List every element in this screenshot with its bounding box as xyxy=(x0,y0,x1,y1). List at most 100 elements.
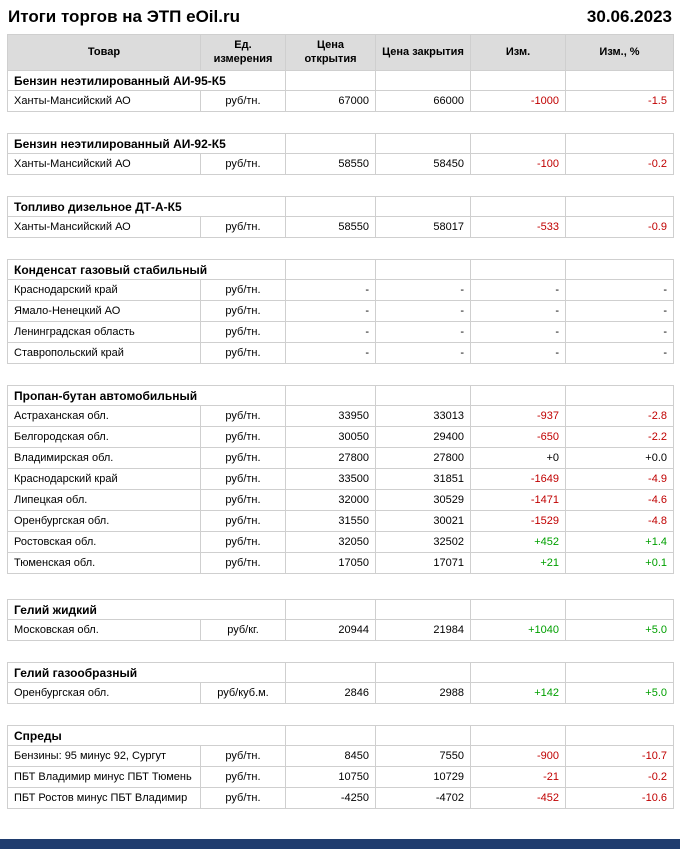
unit-cell: руб/тн. xyxy=(200,426,286,448)
empty-cell xyxy=(285,599,376,620)
spacer-row xyxy=(7,111,674,134)
open-price-cell: 58550 xyxy=(285,153,376,175)
table-header-row: Товар Ед. измерения Цена открытия Цена закр… xyxy=(7,34,674,71)
empty-cell xyxy=(375,725,471,746)
table-row: Астраханская обл. руб/тн. 33950 33013 -937 -2… xyxy=(7,405,674,427)
unit-cell: руб/тн. xyxy=(200,531,286,553)
unit-cell: руб/тн. xyxy=(200,468,286,490)
change-cell: -533 xyxy=(470,216,566,238)
close-price-cell: 30021 xyxy=(375,510,471,532)
change-pct-cell: -0.2 xyxy=(565,153,674,175)
open-price-cell: 30050 xyxy=(285,426,376,448)
change-pct-cell: - xyxy=(565,279,674,301)
product-cell: Ханты-Мансийский АО xyxy=(7,216,201,238)
unit-cell: руб/куб.м. xyxy=(200,682,286,704)
table-row: Владимирская обл. руб/тн. 27800 27800 +0 +0.0 xyxy=(7,447,674,469)
unit-cell: руб/тн. xyxy=(200,489,286,511)
change-cell: -1649 xyxy=(470,468,566,490)
unit-cell: руб/тн. xyxy=(200,279,286,301)
change-pct-cell: -0.9 xyxy=(565,216,674,238)
close-price-cell: - xyxy=(375,321,471,343)
change-cell: +21 xyxy=(470,552,566,574)
change-cell: -1471 xyxy=(470,489,566,511)
close-price-cell: 33013 xyxy=(375,405,471,427)
column-header: Изм. xyxy=(470,34,566,71)
change-pct-cell: +0.0 xyxy=(565,447,674,469)
product-cell: Московская обл. xyxy=(7,619,201,641)
change-pct-cell: -10.6 xyxy=(565,787,674,809)
unit-cell: руб/тн. xyxy=(200,90,286,112)
empty-cell xyxy=(285,725,376,746)
change-cell: -100 xyxy=(470,153,566,175)
empty-cell xyxy=(470,196,566,217)
column-header: Цена открытия xyxy=(285,34,376,71)
unit-cell: руб/тн. xyxy=(200,447,286,469)
table-row: Бензины: 95 минус 92, Сургут руб/тн. 8450 7… xyxy=(7,745,674,767)
column-header: Ед. измерения xyxy=(200,34,286,71)
open-price-cell: 67000 xyxy=(285,90,376,112)
empty-cell xyxy=(470,662,566,683)
table-row: Краснодарский край руб/тн. - - - - xyxy=(7,279,674,301)
change-cell: +1040 xyxy=(470,619,566,641)
close-price-cell: 29400 xyxy=(375,426,471,448)
change-pct-cell: +0.1 xyxy=(565,552,674,574)
change-pct-cell: -4.6 xyxy=(565,489,674,511)
unit-cell: руб/тн. xyxy=(200,300,286,322)
section-row: Топливо дизельное ДТ-А-К5 xyxy=(7,196,674,217)
empty-cell xyxy=(375,196,471,217)
section-label: Гелий жидкий xyxy=(7,599,286,620)
empty-cell xyxy=(375,70,471,91)
close-price-cell: 17071 xyxy=(375,552,471,574)
product-cell: Краснодарский край xyxy=(7,468,201,490)
change-pct-cell: +5.0 xyxy=(565,682,674,704)
close-price-cell: 58450 xyxy=(375,153,471,175)
table-row: Ханты-Мансийский АО руб/тн. 58550 58450 -100… xyxy=(7,153,674,175)
empty-cell xyxy=(375,259,471,280)
unit-cell: руб/кг. xyxy=(200,619,286,641)
product-cell: Краснодарский край xyxy=(7,279,201,301)
open-price-cell: 32000 xyxy=(285,489,376,511)
open-price-cell: 27800 xyxy=(285,447,376,469)
empty-cell xyxy=(565,385,674,406)
spacer-cell xyxy=(7,111,674,134)
empty-cell xyxy=(565,725,674,746)
spacer-cell xyxy=(7,237,674,260)
unit-cell: руб/тн. xyxy=(200,153,286,175)
table-row: Московская обл. руб/кг. 20944 21984 +1040 +5.… xyxy=(7,619,674,641)
empty-cell xyxy=(285,70,376,91)
change-cell: - xyxy=(470,300,566,322)
change-cell: - xyxy=(470,279,566,301)
close-price-cell: 58017 xyxy=(375,216,471,238)
section-label: Гелий газообразный xyxy=(7,662,286,683)
open-price-cell: 58550 xyxy=(285,216,376,238)
open-price-cell: - xyxy=(285,279,376,301)
section-label: Спреды xyxy=(7,725,286,746)
empty-cell xyxy=(470,259,566,280)
close-price-cell: 32502 xyxy=(375,531,471,553)
empty-cell xyxy=(375,662,471,683)
product-cell: Ямало-Ненецкий АО xyxy=(7,300,201,322)
table-row: Тюменская обл. руб/тн. 17050 17071 +21 +0.1 xyxy=(7,552,674,574)
page-title: Итоги торгов на ЭТП eOil.ru xyxy=(8,7,240,26)
column-header: Цена закрытия xyxy=(375,34,471,71)
product-cell: Бензины: 95 минус 92, Сургут xyxy=(7,745,201,767)
section-row: Гелий газообразный xyxy=(7,662,674,683)
empty-cell xyxy=(285,259,376,280)
change-cell: -21 xyxy=(470,766,566,788)
table-row: Ставропольский край руб/тн. - - - - xyxy=(7,342,674,364)
spacer-row xyxy=(7,174,674,197)
table-row: Белгородская обл. руб/тн. 30050 29400 -650 -2… xyxy=(7,426,674,448)
product-cell: Ставропольский край xyxy=(7,342,201,364)
change-pct-cell: -10.7 xyxy=(565,745,674,767)
change-cell: +0 xyxy=(470,447,566,469)
product-cell: Тюменская обл. xyxy=(7,552,201,574)
column-header: Товар xyxy=(7,34,201,71)
empty-cell xyxy=(565,133,674,154)
open-price-cell: 17050 xyxy=(285,552,376,574)
column-header: Изм., % xyxy=(565,34,674,71)
open-price-cell: -4250 xyxy=(285,787,376,809)
empty-cell xyxy=(565,662,674,683)
close-price-cell: - xyxy=(375,279,471,301)
open-price-cell: 10750 xyxy=(285,766,376,788)
unit-cell: руб/тн. xyxy=(200,510,286,532)
